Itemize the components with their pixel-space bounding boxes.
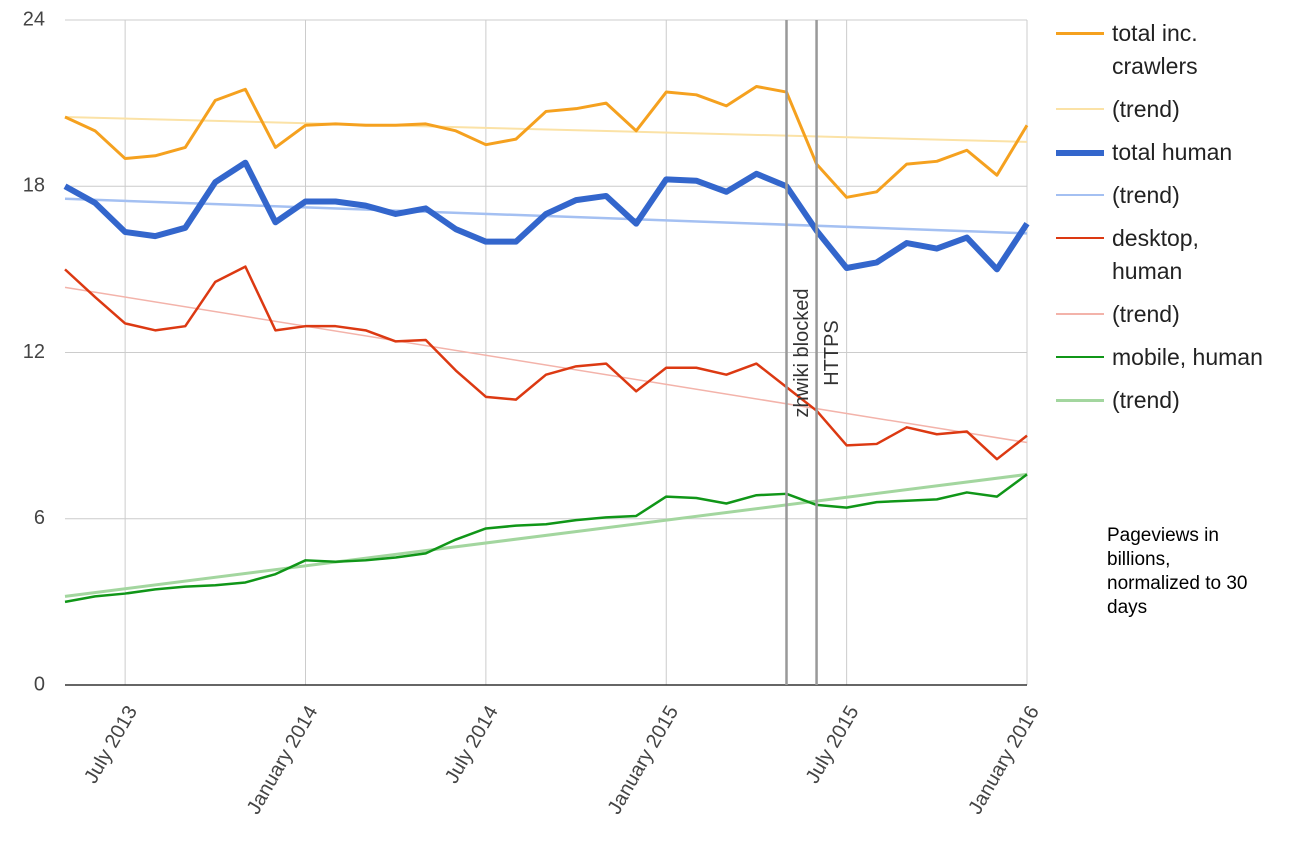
legend-item: mobile, human (1056, 341, 1270, 374)
annotation-text: zhwiki blocked (791, 289, 813, 418)
legend-swatch (1056, 93, 1104, 126)
y-tick-label: 24 (23, 8, 45, 30)
y-tick-label: 12 (23, 341, 45, 363)
series-line (64, 286, 1028, 444)
legend-line (1056, 237, 1104, 240)
grid (65, 19, 1028, 686)
legend-label: total human (1112, 139, 1233, 165)
legend-line (1056, 313, 1104, 316)
legend-label: (trend) (1112, 96, 1180, 122)
series-line (64, 115, 1028, 143)
legend-label: (trend) (1112, 182, 1180, 208)
legend-swatch (1056, 298, 1104, 331)
legend-item: desktop, human (1056, 222, 1270, 288)
series-line (63, 159, 1030, 273)
legend-swatch (1056, 179, 1104, 212)
legend-line (1056, 356, 1104, 359)
x-tick-label: January 2014 (243, 702, 323, 818)
x-tick-label: July 2014 (441, 702, 503, 787)
legend-swatch (1056, 17, 1104, 50)
y-tick-label: 6 (34, 507, 45, 529)
note: Pageviews in billions, normalized to 30 … (1107, 525, 1248, 618)
series-line (64, 85, 1029, 199)
x-tick-label: January 2016 (964, 702, 1044, 818)
legend-label: mobile, human (1112, 344, 1263, 370)
legend-item: (trend) (1056, 384, 1270, 417)
legend-swatch (1056, 136, 1104, 169)
legend-line (1056, 149, 1104, 156)
legend-item: (trend) (1056, 298, 1270, 331)
y-tick-label: 18 (23, 175, 45, 197)
legend-swatch (1056, 222, 1104, 255)
series-line (64, 473, 1028, 604)
legend-line (1056, 32, 1104, 35)
series-line (64, 472, 1028, 598)
legend-label: (trend) (1112, 301, 1180, 327)
legend-item: (trend) (1056, 93, 1270, 126)
y-tick-label: 0 (34, 673, 45, 695)
x-tick-label: July 2013 (80, 702, 142, 787)
annotation-text: HTTPS (821, 320, 843, 386)
legend: total inc. crawlers (trend) total human (tr… (1056, 17, 1270, 427)
legend-swatch (1056, 341, 1104, 374)
legend-item: (trend) (1056, 179, 1270, 212)
legend-item: total inc. crawlers (1056, 17, 1270, 83)
legend-label: total inc. crawlers (1112, 20, 1198, 79)
x-tick-label: July 2015 (802, 702, 864, 787)
legend-line (1056, 108, 1104, 111)
legend-line (1056, 194, 1104, 197)
legend-swatch (1056, 384, 1104, 417)
legend-label: desktop, human (1112, 225, 1199, 284)
series-line (64, 265, 1028, 461)
x-tick-label: January 2015 (603, 702, 683, 818)
legend-item: total human (1056, 136, 1270, 169)
legend-label: (trend) (1112, 387, 1180, 413)
legend-line (1056, 399, 1104, 402)
